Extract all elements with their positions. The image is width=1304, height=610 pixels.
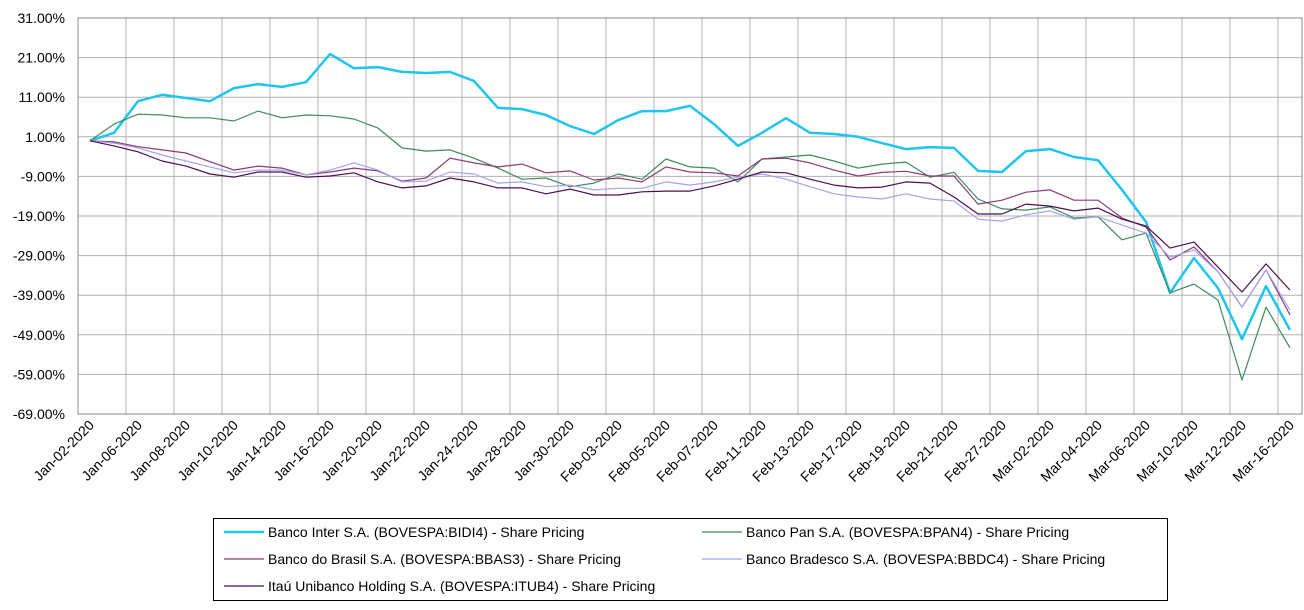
y-tick-label: -69.00% <box>13 406 65 422</box>
y-tick-label: -39.00% <box>13 287 65 303</box>
series-line-2 <box>89 140 1291 316</box>
series-line-0 <box>89 52 1292 341</box>
y-tick-label: -19.00% <box>13 208 65 224</box>
series-line-3 <box>89 140 1291 311</box>
legend-label: Itaú Unibanco Holding S.A. (BOVESPA:ITUB… <box>268 578 655 594</box>
y-tick-label: -29.00% <box>13 248 65 264</box>
plot-area-border <box>77 17 1303 415</box>
series-line-4 <box>89 140 1291 293</box>
y-tick-label: 1.00% <box>25 129 65 145</box>
legend-label: Banco Bradesco S.A. (BOVESPA:BBDC4) - Sh… <box>746 551 1105 567</box>
y-tick-label: -49.00% <box>13 327 65 343</box>
series-lines <box>89 52 1292 381</box>
legend-box <box>213 518 1168 601</box>
legend-label: Banco do Brasil S.A. (BOVESPA:BBAS3) - S… <box>268 551 621 567</box>
y-tick-label: 31.00% <box>18 10 65 26</box>
y-tick-label: -59.00% <box>13 366 65 382</box>
legend-label: Banco Inter S.A. (BOVESPA:BIDI4) - Share… <box>268 524 584 540</box>
legend-label: Banco Pan S.A. (BOVESPA:BPAN4) - Share P… <box>746 524 1069 540</box>
y-tick-label: 21.00% <box>18 50 65 66</box>
y-axis-tick-labels: 31.00% 21.00% 11.00% 1.00% -9.00% -19.00% -29.… <box>13 10 65 422</box>
legend: Banco Inter S.A. (BOVESPA:BIDI4) - Share… <box>213 518 1168 601</box>
y-tick-label: -9.00% <box>21 168 65 184</box>
y-tick-label: 11.00% <box>19 89 65 105</box>
x-axis-tick-labels: Jan-02-2020Jan-06-2020Jan-08-2020Jan-10-… <box>30 417 1297 485</box>
